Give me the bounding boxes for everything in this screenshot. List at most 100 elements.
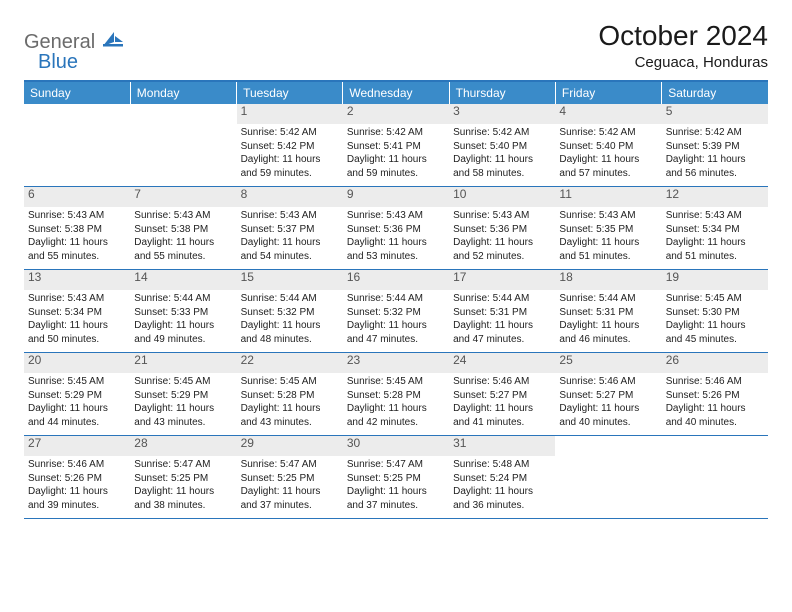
day-number-cell: 13	[24, 270, 130, 291]
day-cell-content: Sunrise: 5:47 AMSunset: 5:25 PMDaylight:…	[241, 456, 339, 512]
day-cell: Sunrise: 5:43 AMSunset: 5:37 PMDaylight:…	[237, 207, 343, 270]
day-cell: Sunrise: 5:44 AMSunset: 5:33 PMDaylight:…	[130, 290, 236, 353]
sunrise-line: Sunrise: 5:44 AM	[453, 292, 551, 306]
day-cell: Sunrise: 5:46 AMSunset: 5:26 PMDaylight:…	[662, 373, 768, 436]
day-cell: Sunrise: 5:47 AMSunset: 5:25 PMDaylight:…	[130, 456, 236, 519]
daylight-line: Daylight: 11 hours and 37 minutes.	[347, 485, 445, 512]
day-cell-content: Sunrise: 5:48 AMSunset: 5:24 PMDaylight:…	[453, 456, 551, 512]
day-cell-content: Sunrise: 5:43 AMSunset: 5:38 PMDaylight:…	[28, 207, 126, 263]
day-cell: Sunrise: 5:47 AMSunset: 5:25 PMDaylight:…	[237, 456, 343, 519]
sunrise-line: Sunrise: 5:46 AM	[666, 375, 764, 389]
day-cell	[555, 456, 661, 519]
day-number-cell: 15	[237, 270, 343, 291]
daylight-line: Daylight: 11 hours and 57 minutes.	[559, 153, 657, 180]
day-number-cell: 16	[343, 270, 449, 291]
sunset-line: Sunset: 5:37 PM	[241, 223, 339, 237]
weekday-header: Tuesday	[237, 82, 343, 104]
sunset-line: Sunset: 5:31 PM	[453, 306, 551, 320]
daylight-line: Daylight: 11 hours and 45 minutes.	[666, 319, 764, 346]
day-number-cell: 20	[24, 353, 130, 374]
sunrise-line: Sunrise: 5:42 AM	[666, 126, 764, 140]
day-cell-content: Sunrise: 5:43 AMSunset: 5:34 PMDaylight:…	[666, 207, 764, 263]
page-header: General Blue October 2024 Ceguaca, Hondu…	[24, 20, 768, 72]
sunset-line: Sunset: 5:36 PM	[347, 223, 445, 237]
calendar-table: SundayMondayTuesdayWednesdayThursdayFrid…	[24, 82, 768, 519]
brand-word-1: General	[24, 31, 95, 53]
daylight-line: Daylight: 11 hours and 47 minutes.	[453, 319, 551, 346]
day-number-cell: 18	[555, 270, 661, 291]
day-number-cell: 25	[555, 353, 661, 374]
day-cell: Sunrise: 5:43 AMSunset: 5:34 PMDaylight:…	[662, 207, 768, 270]
daylight-line: Daylight: 11 hours and 59 minutes.	[347, 153, 445, 180]
day-cell: Sunrise: 5:44 AMSunset: 5:32 PMDaylight:…	[343, 290, 449, 353]
day-number-cell: 29	[237, 436, 343, 457]
daylight-line: Daylight: 11 hours and 51 minutes.	[666, 236, 764, 263]
day-number-cell: 12	[662, 187, 768, 208]
day-cell: Sunrise: 5:42 AMSunset: 5:39 PMDaylight:…	[662, 124, 768, 187]
sunrise-line: Sunrise: 5:43 AM	[241, 209, 339, 223]
day-cell: Sunrise: 5:43 AMSunset: 5:35 PMDaylight:…	[555, 207, 661, 270]
day-number-cell: 4	[555, 104, 661, 124]
sunrise-line: Sunrise: 5:45 AM	[347, 375, 445, 389]
day-cell-content: Sunrise: 5:42 AMSunset: 5:40 PMDaylight:…	[559, 124, 657, 180]
day-number-cell: 19	[662, 270, 768, 291]
day-number-cell: 8	[237, 187, 343, 208]
day-cell: Sunrise: 5:45 AMSunset: 5:28 PMDaylight:…	[237, 373, 343, 436]
day-cell-content: Sunrise: 5:47 AMSunset: 5:25 PMDaylight:…	[134, 456, 232, 512]
sunrise-line: Sunrise: 5:43 AM	[666, 209, 764, 223]
day-number-row: 2728293031	[24, 436, 768, 457]
sunrise-line: Sunrise: 5:43 AM	[347, 209, 445, 223]
day-number-cell: 3	[449, 104, 555, 124]
day-number-cell: 14	[130, 270, 236, 291]
day-cell-content: Sunrise: 5:45 AMSunset: 5:28 PMDaylight:…	[241, 373, 339, 429]
sunrise-line: Sunrise: 5:48 AM	[453, 458, 551, 472]
brand-text: General Blue	[24, 30, 124, 72]
day-number-cell: 1	[237, 104, 343, 124]
day-cell-content: Sunrise: 5:44 AMSunset: 5:32 PMDaylight:…	[241, 290, 339, 346]
day-cell: Sunrise: 5:46 AMSunset: 5:27 PMDaylight:…	[555, 373, 661, 436]
day-cell-content: Sunrise: 5:44 AMSunset: 5:31 PMDaylight:…	[559, 290, 657, 346]
sunset-line: Sunset: 5:38 PM	[28, 223, 126, 237]
sunrise-line: Sunrise: 5:46 AM	[28, 458, 126, 472]
sunset-line: Sunset: 5:27 PM	[453, 389, 551, 403]
weekday-header-row: SundayMondayTuesdayWednesdayThursdayFrid…	[24, 82, 768, 104]
day-number-cell: 31	[449, 436, 555, 457]
day-cell-content: Sunrise: 5:43 AMSunset: 5:36 PMDaylight:…	[453, 207, 551, 263]
sunrise-line: Sunrise: 5:43 AM	[28, 209, 126, 223]
daylight-line: Daylight: 11 hours and 52 minutes.	[453, 236, 551, 263]
day-number-cell: 6	[24, 187, 130, 208]
day-number-cell	[662, 436, 768, 457]
daylight-line: Daylight: 11 hours and 46 minutes.	[559, 319, 657, 346]
day-number-cell	[130, 104, 236, 124]
day-cell-content: Sunrise: 5:46 AMSunset: 5:27 PMDaylight:…	[559, 373, 657, 429]
location-label: Ceguaca, Honduras	[598, 54, 768, 71]
calendar-page: General Blue October 2024 Ceguaca, Hondu…	[0, 0, 792, 612]
sunrise-line: Sunrise: 5:47 AM	[134, 458, 232, 472]
day-cell-content: Sunrise: 5:45 AMSunset: 5:28 PMDaylight:…	[347, 373, 445, 429]
sunrise-line: Sunrise: 5:45 AM	[241, 375, 339, 389]
day-cell: Sunrise: 5:44 AMSunset: 5:32 PMDaylight:…	[237, 290, 343, 353]
sunrise-line: Sunrise: 5:46 AM	[559, 375, 657, 389]
day-cell-content: Sunrise: 5:42 AMSunset: 5:42 PMDaylight:…	[241, 124, 339, 180]
sunrise-line: Sunrise: 5:44 AM	[347, 292, 445, 306]
weekday-header: Thursday	[449, 82, 555, 104]
day-cell: Sunrise: 5:46 AMSunset: 5:26 PMDaylight:…	[24, 456, 130, 519]
sunrise-line: Sunrise: 5:47 AM	[241, 458, 339, 472]
sunset-line: Sunset: 5:25 PM	[241, 472, 339, 486]
day-number-cell: 2	[343, 104, 449, 124]
day-cell-content: Sunrise: 5:43 AMSunset: 5:36 PMDaylight:…	[347, 207, 445, 263]
day-cell: Sunrise: 5:45 AMSunset: 5:29 PMDaylight:…	[24, 373, 130, 436]
sunset-line: Sunset: 5:38 PM	[134, 223, 232, 237]
daylight-line: Daylight: 11 hours and 40 minutes.	[559, 402, 657, 429]
day-cell: Sunrise: 5:44 AMSunset: 5:31 PMDaylight:…	[555, 290, 661, 353]
sunset-line: Sunset: 5:31 PM	[559, 306, 657, 320]
daylight-line: Daylight: 11 hours and 42 minutes.	[347, 402, 445, 429]
day-number-cell: 21	[130, 353, 236, 374]
day-cell-content: Sunrise: 5:42 AMSunset: 5:41 PMDaylight:…	[347, 124, 445, 180]
sunrise-line: Sunrise: 5:42 AM	[347, 126, 445, 140]
sunrise-line: Sunrise: 5:46 AM	[453, 375, 551, 389]
day-number-row: 6789101112	[24, 187, 768, 208]
sunrise-line: Sunrise: 5:45 AM	[134, 375, 232, 389]
day-number-cell	[24, 104, 130, 124]
day-number-cell: 24	[449, 353, 555, 374]
